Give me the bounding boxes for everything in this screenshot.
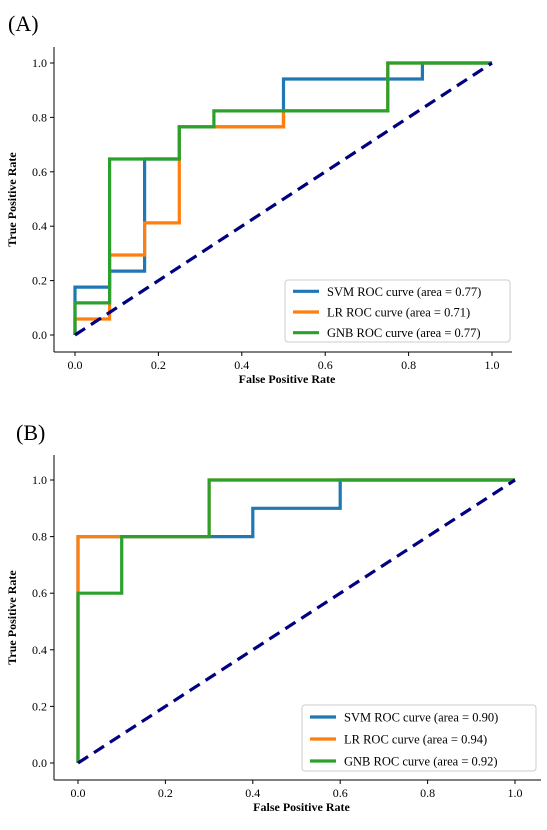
legend-entry: GNB ROC curve (area = 0.77) [327, 326, 481, 340]
legend: SVM ROC curve (area = 0.77) LR ROC curve … [284, 279, 511, 343]
legend-entry: LR ROC curve (area = 0.71) [327, 306, 470, 320]
x-tick-label: 0.2 [151, 358, 166, 372]
legend-box [284, 279, 511, 343]
panel-label: (B) [16, 420, 45, 445]
y-tick-label: 0.2 [32, 274, 47, 288]
panel-label: (A) [8, 11, 39, 36]
chart-panel-a: (A) 0.0 0.2 0.4 0.6 0.8 1.0 0.0 0.2 0.4 0.6 0.8 1.0 F… [5, 11, 512, 386]
legend-entry: SVM ROC curve (area = 0.77) [327, 285, 481, 299]
legend-box [301, 704, 537, 772]
y-tick-label: 0.0 [32, 756, 47, 770]
legend-entry: GNB ROC curve (area = 0.92) [344, 755, 498, 769]
x-tick-label: 0.8 [401, 358, 416, 372]
legend-entry: SVM ROC curve (area = 0.90) [344, 711, 498, 725]
y-tick-label: 1.0 [32, 56, 47, 70]
x-tick-label: 0.0 [68, 358, 83, 372]
y-tick-label: 1.0 [32, 473, 47, 487]
y-tick-label: 0.4 [32, 643, 47, 657]
x-tick-label: 0.0 [71, 786, 86, 800]
x-tick-label: 0.8 [420, 786, 435, 800]
chance-diagonal-line [77, 478, 516, 765]
y-tick-label: 0.6 [32, 165, 47, 179]
chart-panel-b: (B) 0.0 0.2 0.4 0.6 0.8 1.0 0.0 0.2 0.4 0.6 0.8 1.0 F… [5, 420, 541, 814]
y-tick-label: 0.2 [32, 699, 47, 713]
x-axis-label: False Positive Rate [253, 800, 350, 814]
y-tick-label: 0.4 [32, 219, 47, 233]
y-tick-label: 0.6 [32, 586, 47, 600]
x-tick-label: 1.0 [508, 786, 523, 800]
x-tick-label: 0.6 [333, 786, 348, 800]
gnb-roc-line [73, 61, 492, 335]
y-tick-label: 0.8 [32, 110, 47, 124]
x-tick-label: 0.4 [245, 786, 260, 800]
x-tick-label: 1.0 [485, 358, 500, 372]
x-tick-label: 0.4 [234, 358, 249, 372]
x-axis-label: False Positive Rate [239, 372, 336, 386]
legend-entry: LR ROC curve (area = 0.94) [344, 733, 487, 747]
y-axis-label: True Positive Rate [5, 152, 19, 247]
y-tick-label: 0.0 [32, 328, 47, 342]
y-tick-label: 0.8 [32, 530, 47, 544]
chance-diagonal-line [74, 61, 493, 337]
x-tick-label: 0.2 [158, 786, 173, 800]
gnb-roc-line [76, 478, 515, 763]
y-axis-label: True Positive Rate [5, 570, 19, 665]
x-tick-label: 0.6 [318, 358, 333, 372]
legend: SVM ROC curve (area = 0.90) LR ROC curve … [301, 704, 537, 772]
